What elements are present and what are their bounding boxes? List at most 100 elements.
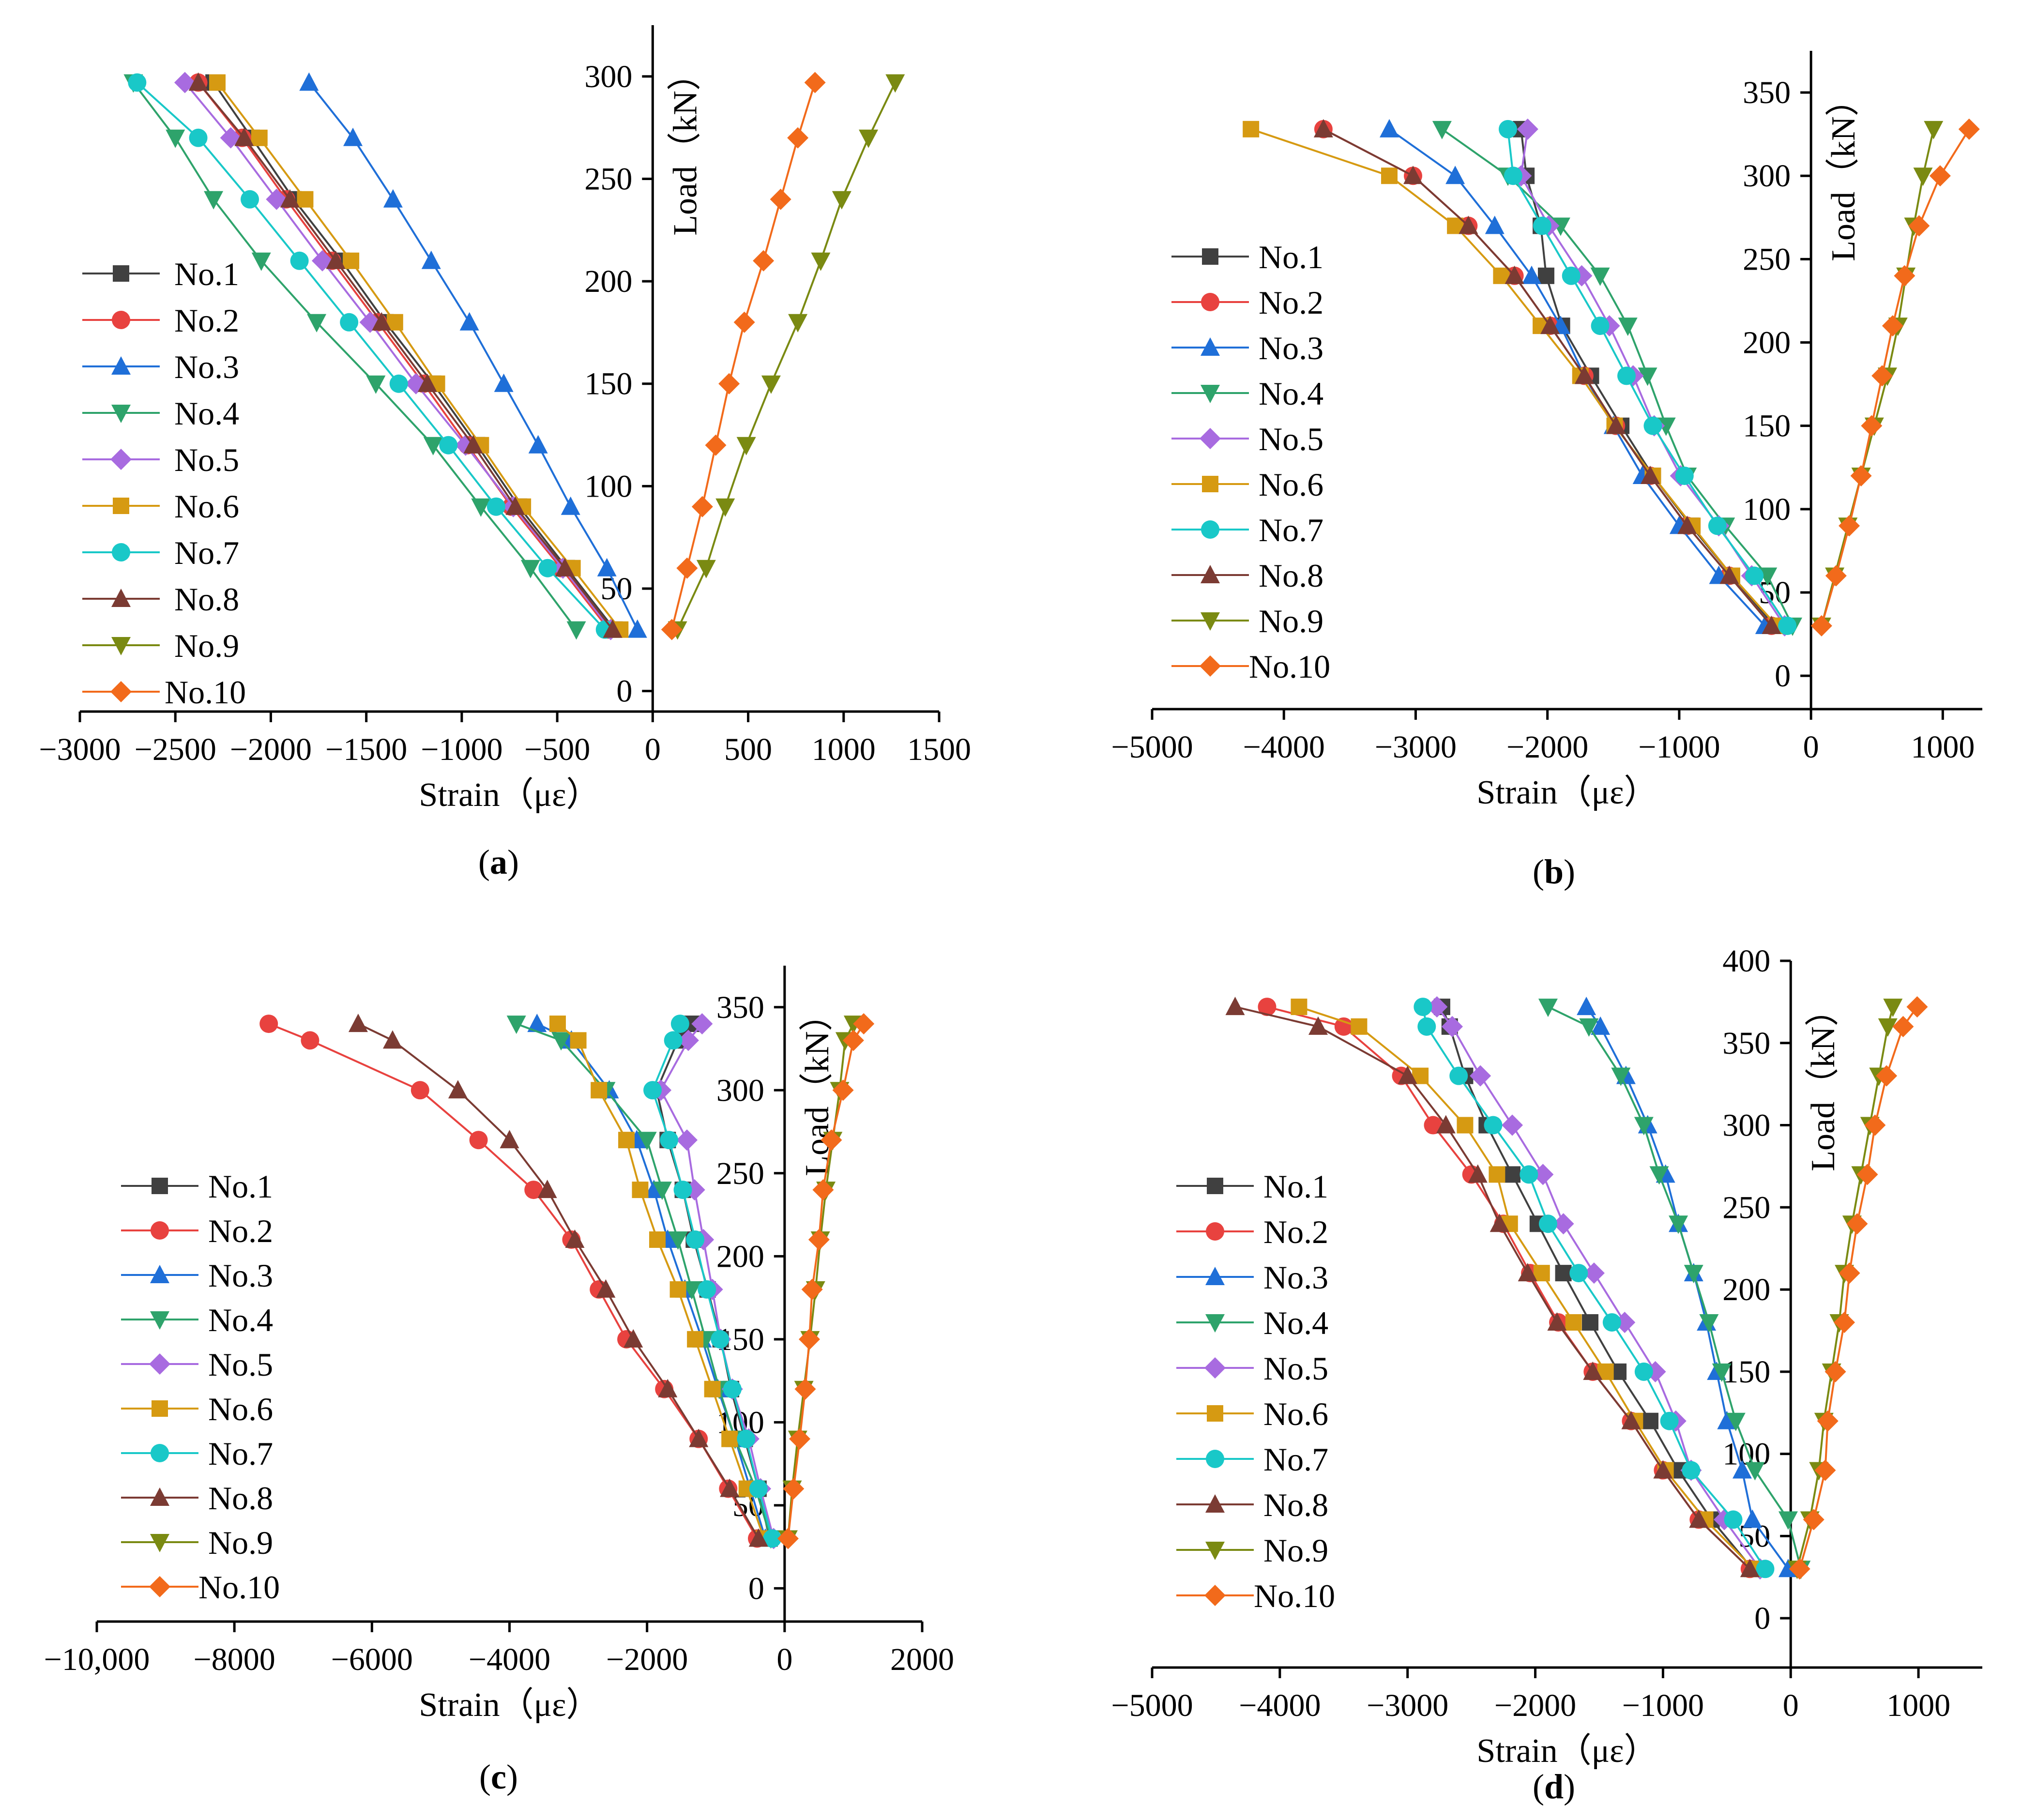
legend-label: No.5 bbox=[1259, 421, 1323, 457]
legend-label: No.2 bbox=[208, 1213, 273, 1249]
data-point-no8 bbox=[1740, 1559, 1760, 1577]
data-point-no10 bbox=[798, 1328, 820, 1350]
data-point-no8 bbox=[1621, 1410, 1641, 1429]
y-tick-label: 100 bbox=[1722, 1437, 1770, 1472]
data-point-no1 bbox=[1581, 1314, 1598, 1331]
data-point-no8 bbox=[234, 127, 254, 146]
legend-label: No.6 bbox=[208, 1391, 273, 1427]
panel-caption: (a) bbox=[478, 843, 519, 881]
data-point-no7 bbox=[290, 251, 309, 270]
legend-marker bbox=[1201, 612, 1220, 631]
legend-marker bbox=[1200, 428, 1221, 449]
data-point-no7 bbox=[538, 559, 557, 577]
legend-label: No.9 bbox=[174, 627, 239, 664]
series-line-no4 bbox=[132, 82, 578, 630]
legend-label: No.7 bbox=[174, 534, 239, 571]
data-point-no5 bbox=[1426, 996, 1448, 1018]
y-tick-label: 150 bbox=[584, 366, 632, 402]
y-axis-title: Load（kN） bbox=[1825, 82, 1862, 261]
data-point-no7 bbox=[1643, 416, 1662, 435]
legend-marker bbox=[1201, 385, 1220, 403]
data-point-no6 bbox=[570, 1032, 587, 1049]
data-point-no8 bbox=[448, 1080, 468, 1099]
data-point-no3 bbox=[299, 72, 319, 91]
legend-marker bbox=[111, 405, 131, 423]
data-point-no8 bbox=[500, 1130, 519, 1149]
data-point-no7 bbox=[439, 436, 458, 455]
legend-marker bbox=[1201, 293, 1219, 311]
x-tick-label: −2500 bbox=[135, 732, 216, 767]
legend-marker bbox=[149, 1353, 170, 1375]
y-tick-label: 250 bbox=[584, 161, 632, 197]
data-point-no3 bbox=[1485, 215, 1505, 234]
data-point-no10 bbox=[1814, 1459, 1836, 1481]
data-point-no4 bbox=[551, 1032, 571, 1051]
data-point-no2 bbox=[1334, 1017, 1353, 1036]
panel-b: −5000 −4000 −3000 −2000 −1000 0 1000 0 50 100 150 2… bbox=[1111, 51, 1982, 891]
panel-caption: (c) bbox=[479, 1758, 518, 1796]
data-point-no7 bbox=[711, 1330, 730, 1349]
data-point-no8 bbox=[596, 1279, 616, 1298]
data-point-no10 bbox=[1839, 1262, 1860, 1284]
data-point-no4 bbox=[1726, 1412, 1746, 1431]
data-point-no3 bbox=[527, 1014, 547, 1032]
data-point-no6 bbox=[1291, 999, 1307, 1016]
legend-marker bbox=[151, 1221, 169, 1240]
y-tick-label: 0 bbox=[1754, 1601, 1770, 1636]
data-point-no10 bbox=[676, 557, 698, 579]
x-tick-label: −1500 bbox=[325, 732, 407, 767]
x-tick-label: 1500 bbox=[907, 732, 971, 767]
data-point-no9 bbox=[788, 314, 808, 333]
legend-label: No.4 bbox=[208, 1302, 273, 1338]
legend-marker bbox=[1207, 1405, 1223, 1422]
data-point-no4 bbox=[1590, 267, 1610, 286]
data-point-no10 bbox=[787, 127, 809, 149]
series-line-no8 bbox=[358, 1023, 760, 1539]
x-tick-label: 0 bbox=[1783, 1688, 1799, 1723]
data-point-no8 bbox=[1313, 119, 1333, 137]
x-tick-label: −1000 bbox=[1638, 729, 1720, 765]
data-point-no7 bbox=[1756, 1560, 1775, 1578]
data-point-no7 bbox=[1417, 1017, 1436, 1036]
data-point-no5 bbox=[1532, 1164, 1554, 1185]
legend-marker bbox=[1201, 520, 1219, 539]
data-point-no10 bbox=[842, 1030, 864, 1051]
x-tick-label: −1000 bbox=[1622, 1688, 1704, 1723]
legend-label: No.1 bbox=[208, 1168, 273, 1205]
x-tick-label: −1000 bbox=[421, 732, 502, 767]
data-point-no6 bbox=[649, 1231, 666, 1248]
panel-caption: (d) bbox=[1533, 1767, 1575, 1806]
data-point-no4 bbox=[1634, 1117, 1654, 1136]
x-tick-label: −500 bbox=[524, 732, 590, 767]
data-point-no7 bbox=[664, 1031, 683, 1050]
data-point-no4 bbox=[251, 252, 271, 271]
series-line-no3 bbox=[308, 82, 639, 630]
legend-label: No.4 bbox=[1263, 1304, 1328, 1341]
data-point-no7 bbox=[660, 1131, 679, 1150]
data-point-no3 bbox=[627, 619, 647, 638]
data-point-no9 bbox=[859, 129, 879, 148]
data-point-no8 bbox=[1574, 365, 1594, 384]
data-point-no2 bbox=[469, 1131, 488, 1150]
x-tick-label: 2000 bbox=[890, 1642, 954, 1677]
legend-marker bbox=[1205, 1494, 1225, 1513]
legend-marker bbox=[111, 637, 131, 655]
data-point-no10 bbox=[1789, 1558, 1810, 1580]
data-point-no4 bbox=[566, 621, 586, 640]
y-axis-title: Load（kN） bbox=[667, 57, 704, 235]
x-tick-label: 1000 bbox=[1886, 1688, 1950, 1723]
legend-marker bbox=[1201, 565, 1220, 583]
data-point-no8 bbox=[1540, 316, 1560, 334]
legend-label: No.3 bbox=[208, 1257, 273, 1294]
legend-label: No.3 bbox=[174, 349, 239, 385]
data-point-no8 bbox=[1505, 265, 1524, 284]
legend-label: No.8 bbox=[1259, 557, 1323, 594]
legend-marker bbox=[111, 356, 131, 375]
data-point-no6 bbox=[721, 1430, 738, 1447]
x-tick-label: −2000 bbox=[230, 732, 312, 767]
y-tick-label: 150 bbox=[1722, 1354, 1770, 1390]
legend-marker bbox=[150, 1265, 169, 1283]
data-point-no7 bbox=[486, 497, 505, 516]
data-point-no7 bbox=[763, 1529, 782, 1548]
data-point-no10 bbox=[1882, 315, 1903, 337]
